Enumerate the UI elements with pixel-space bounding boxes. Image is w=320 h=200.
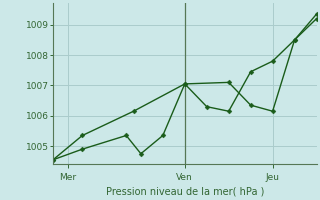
X-axis label: Pression niveau de la mer( hPa ): Pression niveau de la mer( hPa )	[106, 187, 264, 197]
